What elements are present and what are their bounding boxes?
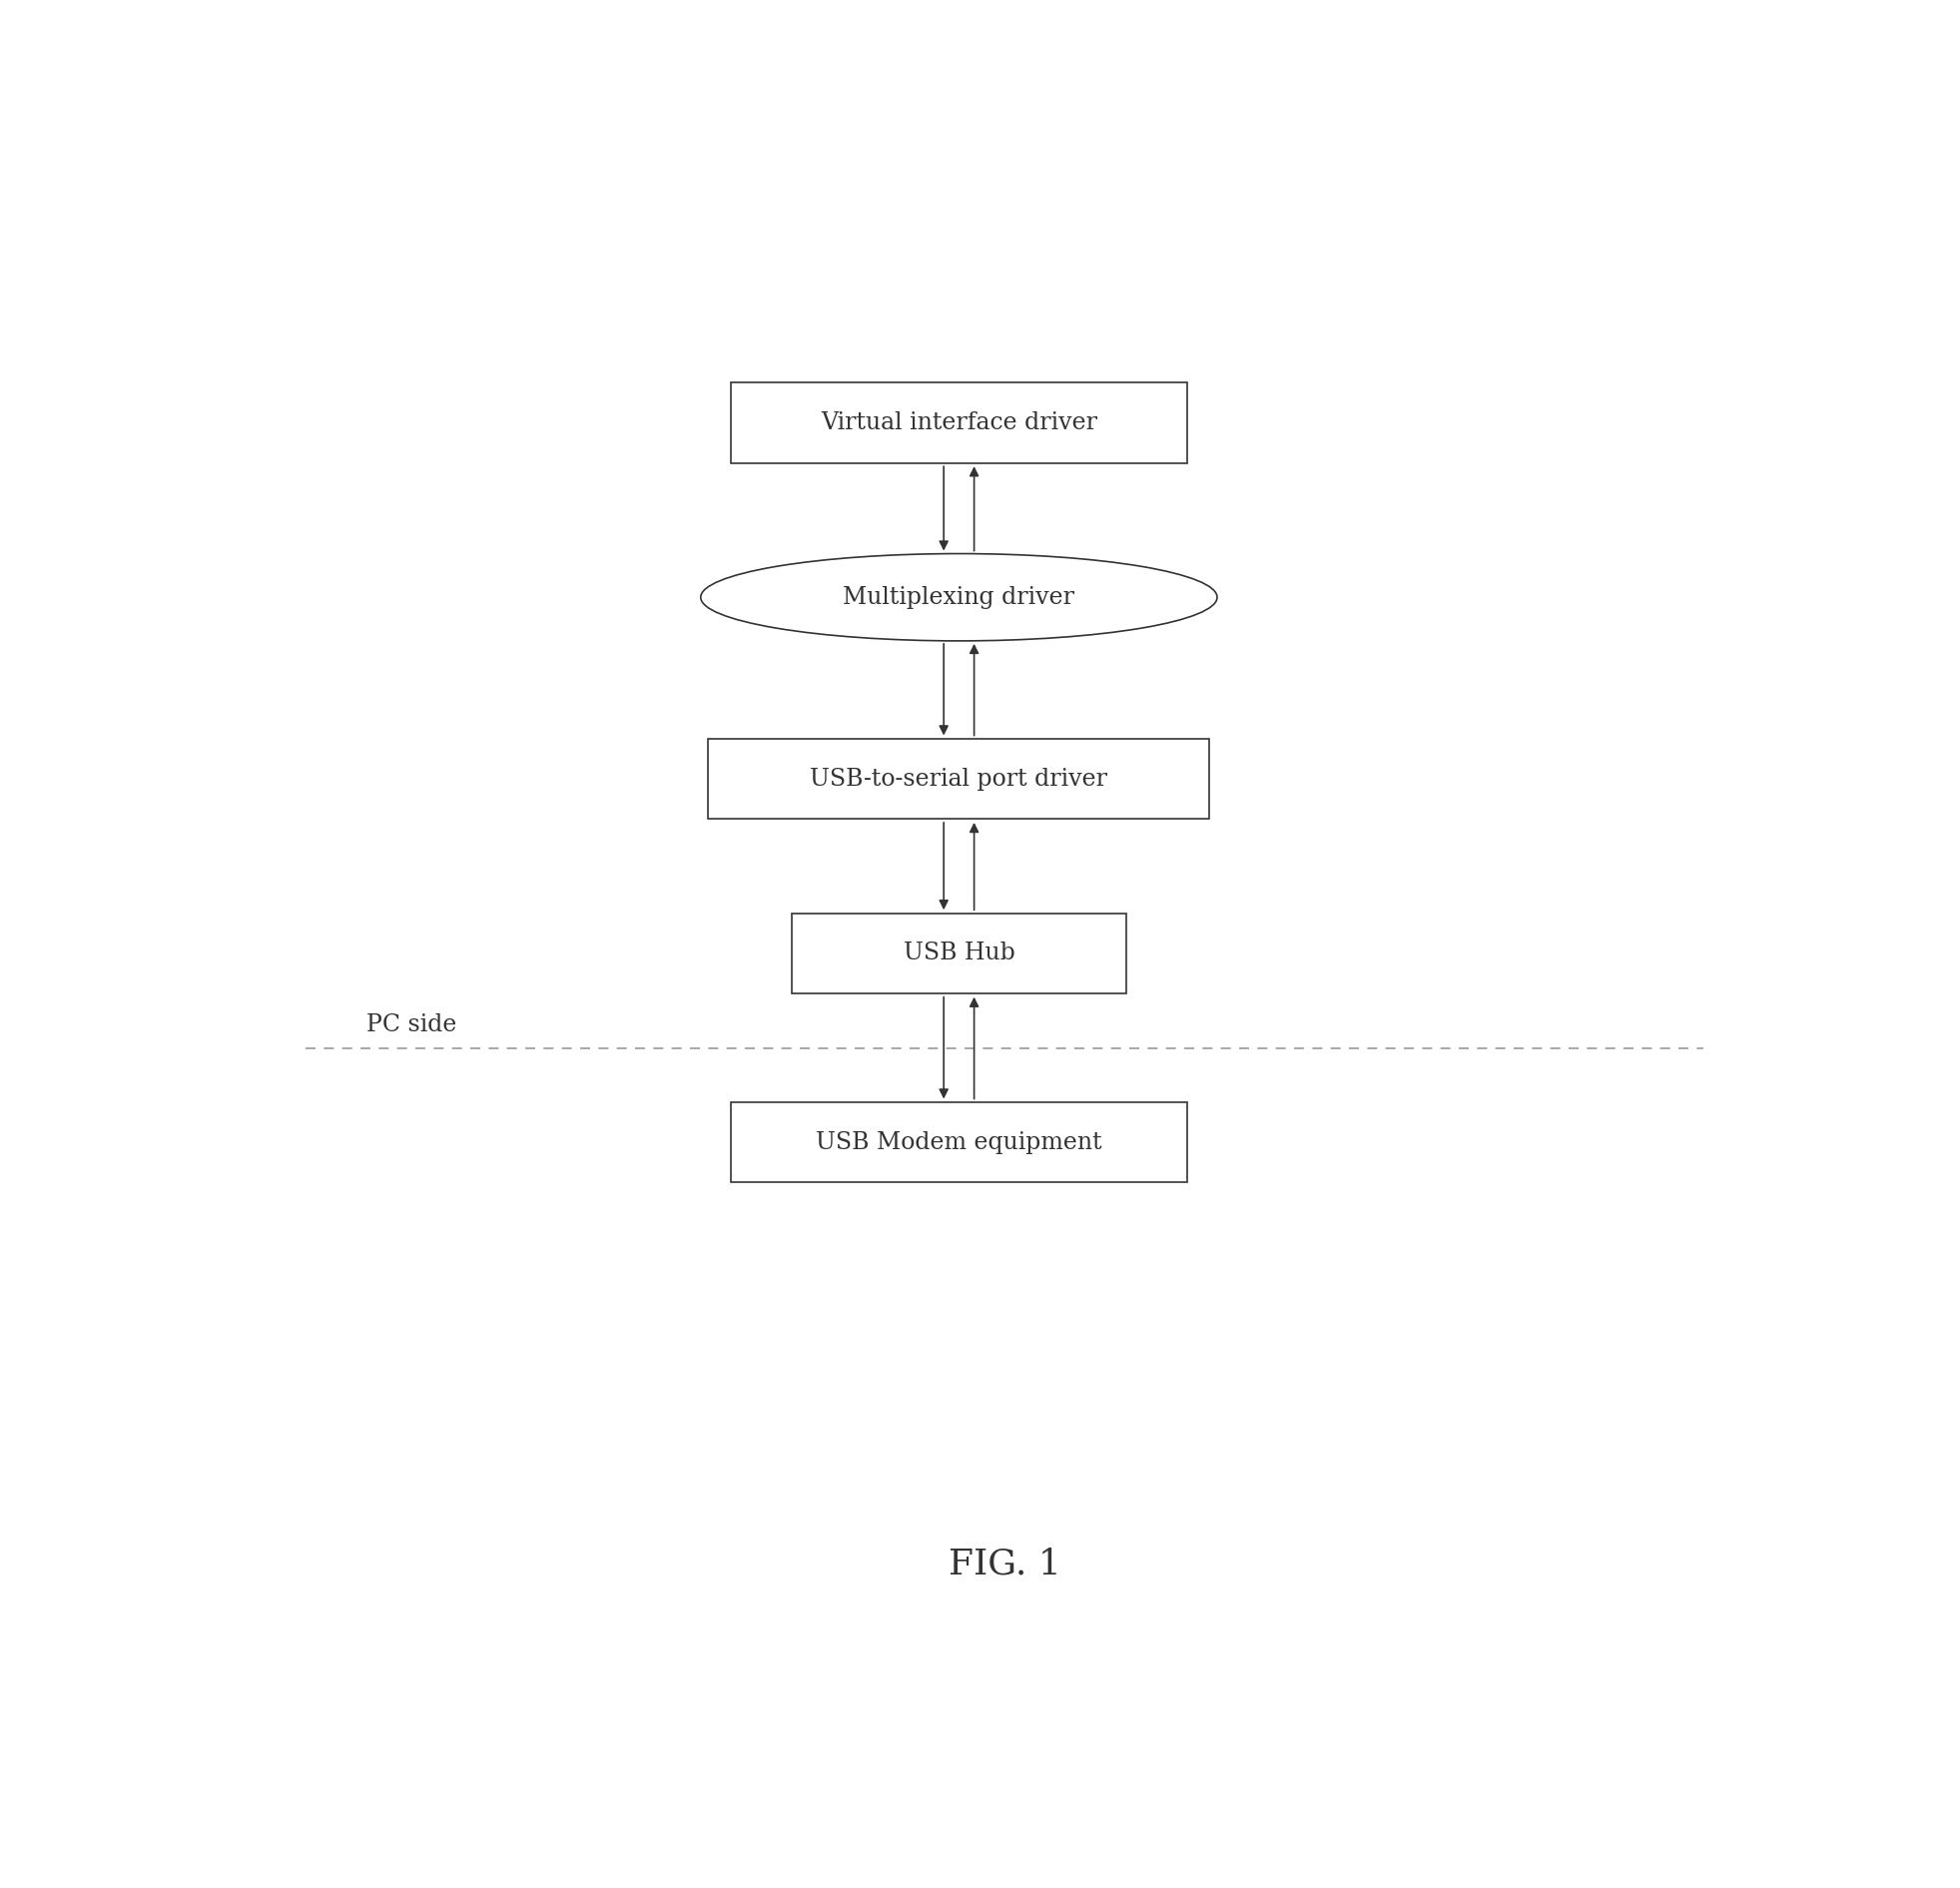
Text: Virtual interface driver: Virtual interface driver: [821, 412, 1098, 434]
FancyBboxPatch shape: [792, 914, 1125, 993]
Text: PC side: PC side: [367, 1014, 457, 1037]
FancyBboxPatch shape: [731, 1103, 1186, 1182]
Text: USB Hub: USB Hub: [904, 942, 1015, 965]
FancyBboxPatch shape: [731, 383, 1186, 463]
Text: FIG. 1: FIG. 1: [949, 1546, 1060, 1580]
Text: Multiplexing driver: Multiplexing driver: [843, 585, 1074, 608]
Text: USB-to-serial port driver: USB-to-serial port driver: [809, 768, 1107, 791]
FancyBboxPatch shape: [708, 738, 1209, 819]
Text: USB Modem equipment: USB Modem equipment: [815, 1131, 1102, 1154]
Ellipse shape: [702, 553, 1217, 640]
